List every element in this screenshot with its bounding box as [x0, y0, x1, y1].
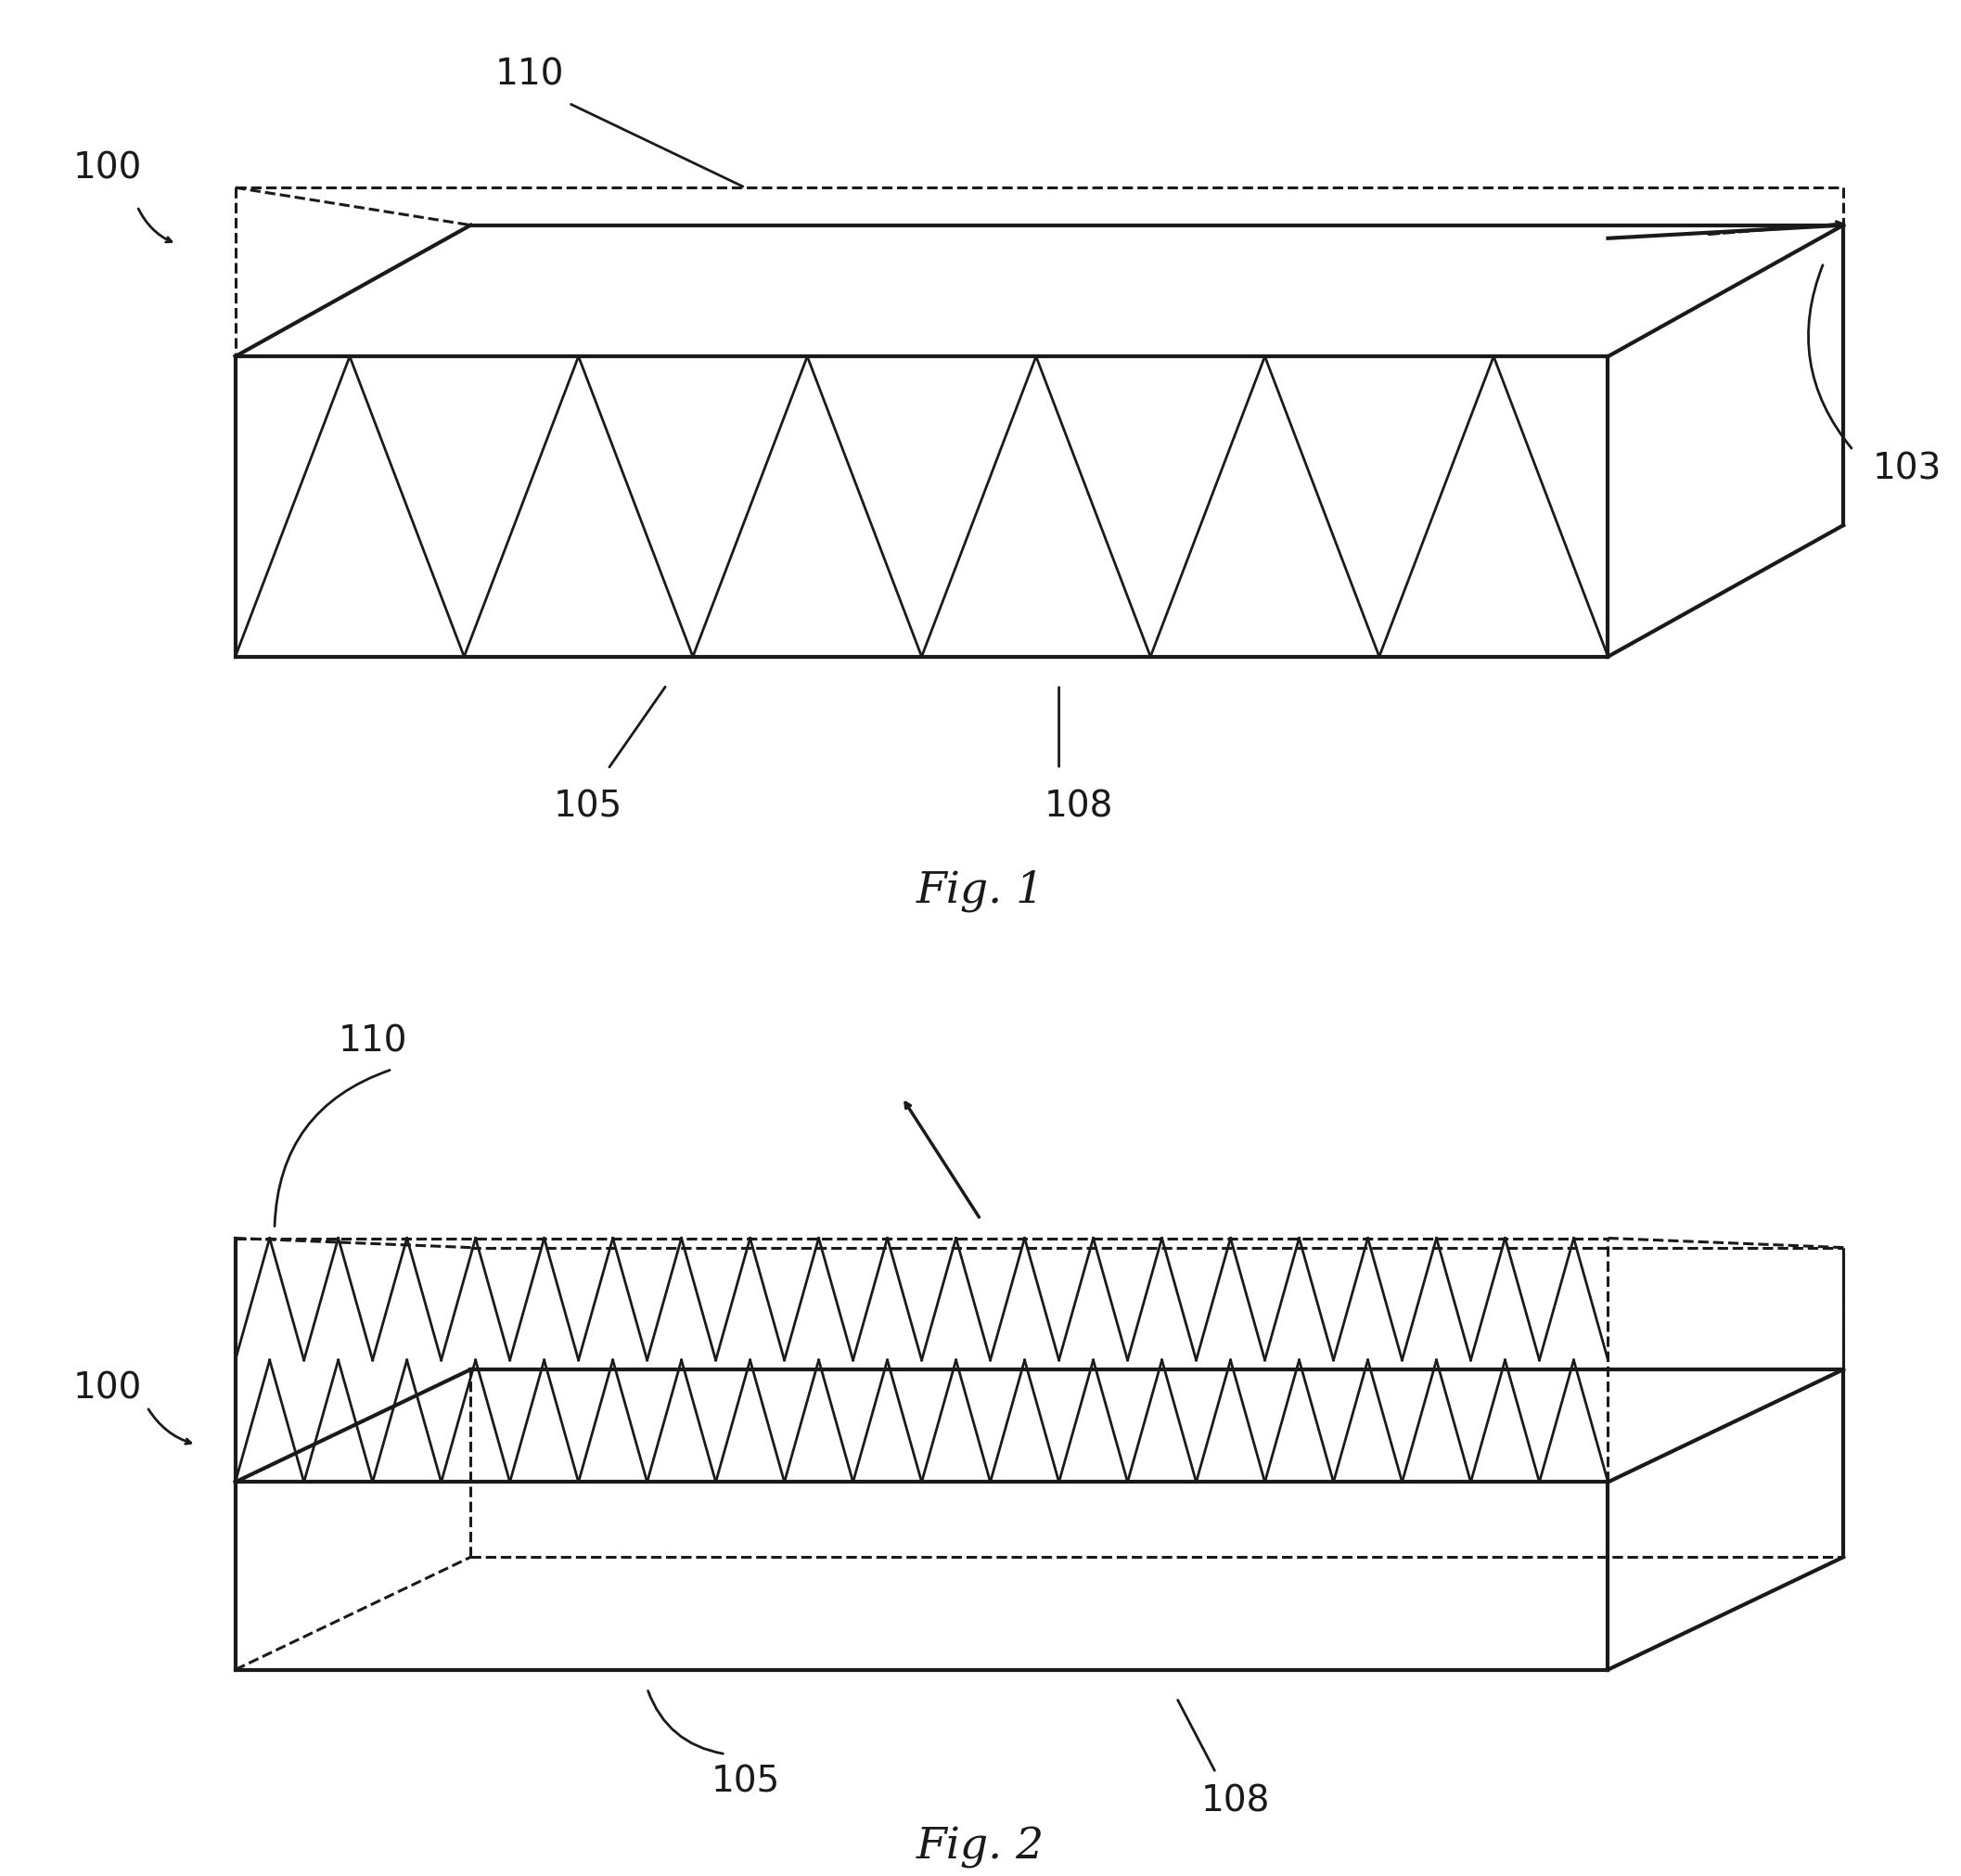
Text: 103: 103 [1873, 452, 1941, 486]
Text: 108: 108 [1200, 1784, 1271, 1818]
Text: 110: 110 [494, 58, 565, 92]
Text: 108: 108 [1043, 790, 1114, 824]
Text: Fig. 2: Fig. 2 [916, 1827, 1045, 1868]
Text: Fig. 1: Fig. 1 [916, 870, 1045, 912]
Text: 105: 105 [553, 790, 624, 824]
Text: 100: 100 [73, 1371, 143, 1405]
Text: 100: 100 [73, 152, 143, 186]
Text: 110: 110 [337, 1024, 408, 1058]
Text: 105: 105 [710, 1765, 780, 1799]
